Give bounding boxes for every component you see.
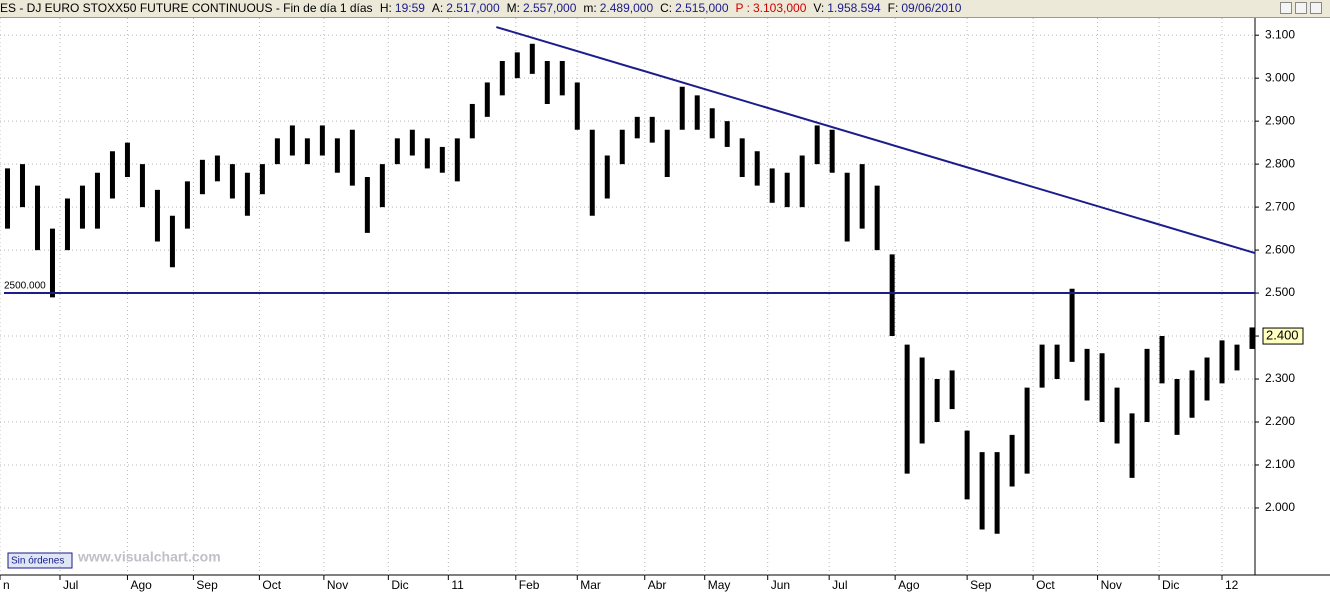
x-tick-label: May xyxy=(708,578,731,592)
header-field-label: C: xyxy=(660,1,673,15)
header-field: H: 19:59 xyxy=(380,1,428,15)
window-buttons xyxy=(1277,2,1322,17)
x-tick-label: Jul xyxy=(63,578,78,592)
header-field-value: 2.515,000 xyxy=(675,1,729,15)
header-field-label: M: xyxy=(506,1,520,15)
button[interactable] xyxy=(1310,2,1322,14)
header-field-value: 19:59 xyxy=(394,1,425,15)
x-tick-label: Nov xyxy=(1101,578,1122,592)
header: ES - DJ EURO STOXX50 FUTURE CONTINUOUS -… xyxy=(0,0,1330,18)
x-tick-label: Mar xyxy=(580,578,601,592)
watermark: www.visualchart.com xyxy=(77,549,221,565)
x-tick-label: Dic xyxy=(1162,578,1179,592)
header-field-value: 1.958.594 xyxy=(827,1,881,15)
header-field: M: 2.557,000 xyxy=(507,1,580,15)
y-tick-label: 2.700 xyxy=(1265,199,1295,213)
header-field-label: A: xyxy=(431,1,444,15)
y-tick-label: 2.500 xyxy=(1265,285,1295,299)
y-tick-label: 2.800 xyxy=(1265,156,1295,170)
chart: Sin órdenes www.visualchart.com 2.000 2.1… xyxy=(0,18,1330,594)
x-tick-label: Sep xyxy=(196,578,218,592)
x-tick-label: Ago xyxy=(130,578,152,592)
header-field: C: 2.515,000 xyxy=(660,1,731,15)
trendline xyxy=(496,26,1256,255)
x-tick-label: Abr xyxy=(648,578,667,592)
header-field-value: 2.517,000 xyxy=(446,1,500,15)
x-tick-label: Jun xyxy=(771,578,790,592)
header-field-label: F: xyxy=(887,1,899,15)
y-tick-label: 2.900 xyxy=(1265,113,1295,127)
header-field-value: 2.557,000 xyxy=(523,1,577,15)
header-field-label: m: xyxy=(583,1,597,15)
last-price-label: 2.400 xyxy=(1266,327,1299,342)
last-price-box xyxy=(1262,327,1304,345)
x-tick-label: Dic xyxy=(391,578,408,592)
y-tick-label: 2.300 xyxy=(1265,371,1295,385)
background xyxy=(0,18,1330,594)
x-tick-label: n xyxy=(3,578,10,592)
header-field-value: 2.489,000 xyxy=(599,1,654,15)
y-tick-label: 2.100 xyxy=(1265,457,1295,471)
header-field: A: 2.517,000 xyxy=(432,1,503,15)
x-tick-label: Nov xyxy=(327,578,348,592)
y-tick-label: 3.000 xyxy=(1265,70,1295,84)
x-tick-label: Feb xyxy=(519,578,540,592)
header-field-label: P : xyxy=(735,1,750,15)
x-tick-label: Jul xyxy=(832,578,847,592)
header-field-label: V: xyxy=(813,1,825,15)
header-field-value: 09/06/2010 xyxy=(901,1,962,15)
x-tick-label: Ago xyxy=(898,578,920,592)
orders-button-label[interactable]: Sin órdenes xyxy=(11,556,64,567)
orders-button[interactable] xyxy=(7,552,73,569)
header-title: ES - DJ EURO STOXX50 FUTURE CONTINUOUS -… xyxy=(0,1,373,15)
horizontal-line-label: 2500.000 xyxy=(4,281,46,292)
y-tick-label: 2.600 xyxy=(1265,242,1295,256)
y-tick-label: 2.000 xyxy=(1265,500,1295,514)
header-field: V: 1.958.594 xyxy=(813,1,883,15)
header-fields: H: 19:59 A: 2.517,000 M: 2.557,000 m: 2.489,000… xyxy=(380,1,969,15)
button[interactable] xyxy=(1280,2,1292,14)
header-field: m: 2.489,000 xyxy=(583,1,656,15)
y-tick-label: 2.200 xyxy=(1265,414,1295,428)
x-tick-label: 11 xyxy=(451,578,464,592)
header-field-value: 3.103,000 xyxy=(752,1,807,15)
x-tick-label: Oct xyxy=(1036,578,1055,592)
header-field: F: 09/06/2010 xyxy=(888,1,965,15)
button[interactable] xyxy=(1295,2,1307,14)
x-tick-label: 12 xyxy=(1225,578,1239,592)
y-tick-label: 3.100 xyxy=(1265,27,1295,41)
header-field: P :3.103,000 xyxy=(736,1,810,15)
x-tick-label: Oct xyxy=(262,578,281,592)
x-tick-label: Sep xyxy=(970,578,992,592)
header-field-label: H: xyxy=(379,1,392,15)
